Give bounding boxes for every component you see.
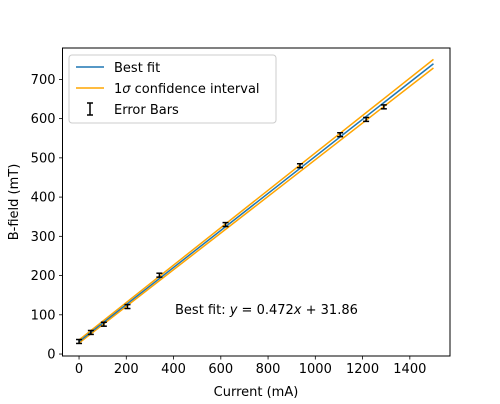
axes-layer: 0 200 400 600 800 1000 1200 1400 0 100 200 300 400 50…	[31, 73, 427, 377]
y-tick-label: 600	[31, 112, 56, 127]
y-axis-label: B-field (mT)	[7, 164, 22, 241]
y-tick-label: 200	[31, 269, 56, 284]
legend-ci-rest: confidence interval	[131, 82, 260, 97]
error-bar	[222, 221, 229, 228]
legend-error-bar-swatch	[87, 102, 93, 116]
error-bar	[296, 162, 303, 169]
ci-lower-line	[78, 67, 434, 344]
x-axis-label: Current (mA)	[214, 385, 299, 400]
error-bar	[363, 116, 370, 123]
legend-ci-one: 1	[114, 82, 122, 97]
x-tick-label: 1200	[346, 362, 379, 377]
y-tick-label: 100	[31, 308, 56, 323]
error-bar	[337, 131, 344, 138]
x-tick-label: 800	[256, 362, 281, 377]
x-tick-label: 400	[161, 362, 186, 377]
fit-annotation-lhs: y	[229, 303, 238, 318]
fit-annotation-tail: + 31.86	[302, 303, 358, 318]
error-bar	[380, 104, 387, 110]
y-tick-label: 400	[31, 191, 56, 206]
legend-box	[68, 54, 277, 124]
x-tick-label: 600	[208, 362, 233, 377]
error-bar	[87, 329, 94, 336]
legend-best-fit-label: Best fit	[114, 61, 160, 76]
x-tick-label: 1000	[299, 362, 332, 377]
error-bar	[76, 338, 83, 345]
error-bar	[124, 303, 131, 310]
error-bar	[156, 272, 163, 278]
x-tick-label: 200	[114, 362, 139, 377]
fit-annotation-rhs: = 0.472	[237, 303, 293, 318]
legend-error-bars-label: Error Bars	[114, 103, 179, 118]
fit-annotation-prefix: Best fit:	[175, 303, 230, 318]
legend-ci-sigma: σ	[122, 82, 131, 97]
y-tick-label: 0	[47, 348, 55, 363]
plot-frame	[62, 47, 451, 357]
ci-upper-line	[78, 58, 434, 341]
y-tick-label: 700	[31, 73, 56, 88]
y-tick-label: 500	[31, 151, 56, 166]
x-tick-label: 1400	[393, 362, 426, 377]
plot-layer	[76, 58, 434, 345]
error-bar	[100, 321, 107, 327]
y-tick-label: 300	[31, 230, 56, 245]
best-fit-line	[78, 63, 434, 343]
legend-ci-label: 1σ confidence interval	[114, 82, 260, 97]
x-tick-label: 0	[75, 362, 83, 377]
legend: Best fit 1σ confidence interval Error Ba…	[68, 54, 277, 124]
fit-annotation-var: x	[293, 303, 302, 318]
fit-annotation: Best fit: y = 0.472x + 31.86	[175, 303, 358, 318]
